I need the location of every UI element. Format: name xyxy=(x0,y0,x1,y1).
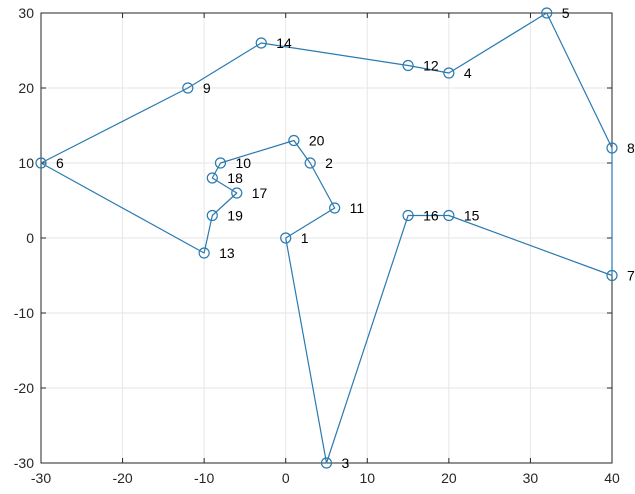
route-path xyxy=(40,12,613,464)
x-tick-label: 40 xyxy=(604,470,620,486)
y-tick-label: -10 xyxy=(14,305,34,321)
grid-lines xyxy=(40,12,613,464)
point-16-label: 16 xyxy=(423,208,439,224)
point-19-label: 19 xyxy=(227,208,243,224)
route-line xyxy=(40,12,613,464)
y-tick-label: 20 xyxy=(18,80,34,96)
point-13-label: 13 xyxy=(219,245,235,261)
point-11-label: 11 xyxy=(350,200,365,216)
point-18-label: 18 xyxy=(227,170,243,186)
x-tick-label: 0 xyxy=(282,470,290,486)
point-12-label: 12 xyxy=(423,58,439,74)
point-14-label: 14 xyxy=(276,35,292,51)
point-9-marker xyxy=(182,82,194,94)
y-tick-label: 30 xyxy=(18,5,34,21)
point-15-marker xyxy=(443,209,455,222)
point-5-label: 5 xyxy=(562,5,570,21)
point-5-marker xyxy=(541,7,553,19)
y-tick-label: 10 xyxy=(18,155,34,171)
point-1-label: 1 xyxy=(301,230,309,246)
x-tick-label: -20 xyxy=(112,470,132,486)
point-2-marker xyxy=(304,157,316,169)
point-16-marker xyxy=(402,209,414,222)
point-3-marker xyxy=(320,457,333,469)
point-7-marker xyxy=(606,269,618,282)
point-3-label: 3 xyxy=(342,455,350,471)
point-12-marker xyxy=(402,59,414,72)
point-2-label: 2 xyxy=(325,155,333,171)
point-10-label: 10 xyxy=(235,155,251,171)
point-6-label: 6 xyxy=(56,155,64,171)
point-17-label: 17 xyxy=(252,185,268,201)
tick-labels: -30 -20 -10 0 10 20 30 40 -30 -20 -10 0 10 20 30 xyxy=(14,5,620,486)
point-15-label: 15 xyxy=(464,208,480,224)
y-tick-label: -20 xyxy=(14,380,34,396)
x-tick-label: -30 xyxy=(31,470,51,486)
point-13-marker xyxy=(198,247,210,259)
point-14-marker xyxy=(255,37,267,49)
y-tick-label: -30 xyxy=(14,455,34,471)
x-tick-label: -10 xyxy=(194,470,214,486)
point-18-marker xyxy=(206,172,218,184)
x-tick-label: 20 xyxy=(441,470,457,486)
point-20-label: 20 xyxy=(309,133,325,149)
point-8-label: 8 xyxy=(627,140,635,156)
point-9-label: 9 xyxy=(203,80,211,96)
point-4-marker xyxy=(443,67,455,79)
y-tick-label: 0 xyxy=(26,230,34,246)
point-8-marker xyxy=(606,142,618,154)
point-19-marker xyxy=(206,209,218,222)
point-6-marker xyxy=(35,157,47,169)
point-1-marker xyxy=(280,232,292,244)
point-10-marker xyxy=(214,157,227,169)
point-20-marker xyxy=(288,134,300,147)
point-4-label: 4 xyxy=(464,65,472,81)
point-11-marker xyxy=(329,202,341,214)
point-17-marker xyxy=(231,187,243,199)
x-tick-label: 10 xyxy=(359,470,375,486)
point-markers xyxy=(35,7,618,469)
x-tick-label: 30 xyxy=(523,470,539,486)
point-7-label: 7 xyxy=(627,268,635,284)
